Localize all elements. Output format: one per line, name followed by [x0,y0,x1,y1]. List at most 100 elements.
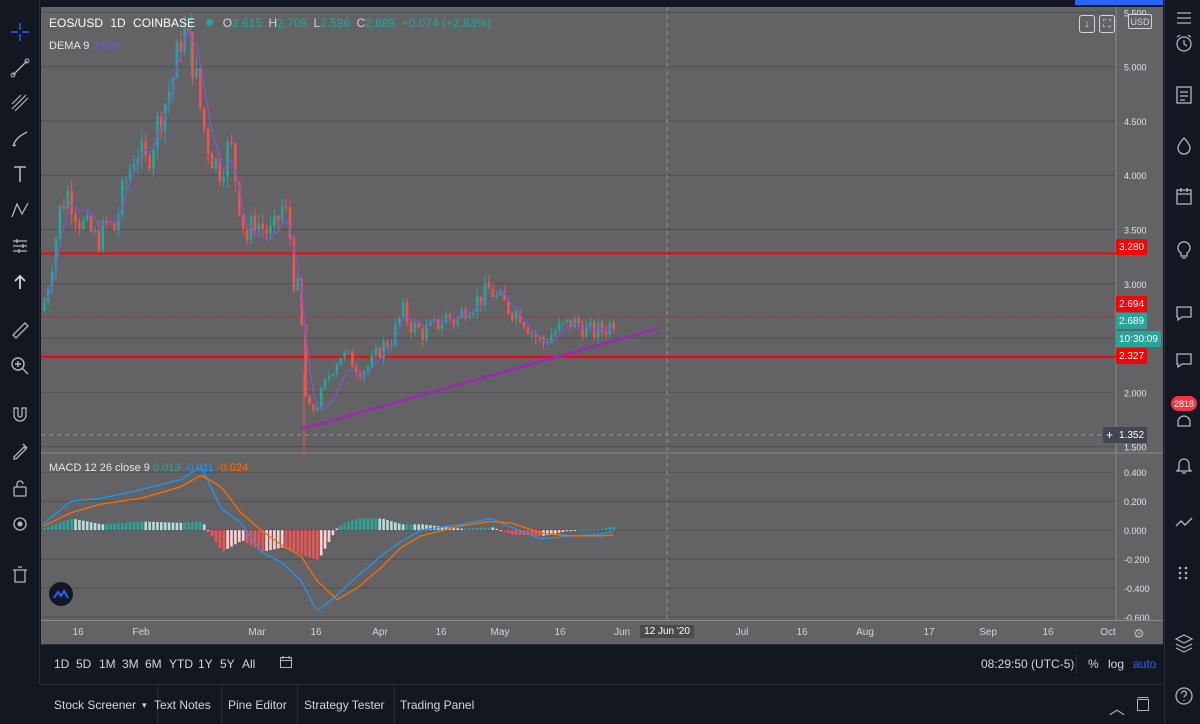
tab-trading-panel[interactable]: Trading Panel [390,685,484,724]
chevron-up-icon[interactable]: ︿ [1109,701,1126,718]
macd-histogram-bar [546,530,549,535]
stay-drawing-icon[interactable] [6,437,34,465]
range-5d[interactable]: 5D [76,657,92,671]
macd-histogram-bar [530,530,534,536]
macd-name[interactable]: MACD [49,462,82,474]
chats-icon[interactable] [1171,300,1197,326]
range-5y[interactable]: 5Y [220,657,235,671]
candle-body [74,213,77,223]
prediction-tool-icon[interactable] [6,232,34,260]
range-1d[interactable]: 1D [54,657,70,671]
text-tool-icon[interactable] [6,160,34,188]
dema-name[interactable]: DEMA [49,40,81,52]
candle-body [511,313,514,320]
maximize-icon[interactable]: ⛶ [1099,15,1115,33]
candle-body [518,311,522,323]
ruler-icon[interactable] [6,316,34,344]
tab-text-notes[interactable]: Text Notes [144,685,222,724]
zoom-icon[interactable] [6,352,34,380]
range-1y[interactable]: 1Y [198,657,213,671]
macd-histogram-bar [394,522,397,531]
time-axis[interactable]: 16 Feb Mar 16 Apr 16 May 16 Jun 12 Jun '… [41,620,1163,644]
calendar-events-icon[interactable] [1171,183,1197,209]
macd-histogram-bar [608,527,612,531]
macd-tick-label: -0.600 [1124,613,1150,620]
alarm-clock-icon[interactable] [1171,30,1197,56]
brush-tool-icon[interactable] [6,125,34,153]
range-all[interactable]: All [242,657,256,671]
notification-count-badge[interactable]: 2818 [1171,396,1197,411]
symbol-name[interactable]: EOS/USD [49,16,104,30]
bell-icon[interactable] [1171,452,1197,478]
tab-pine-editor[interactable]: Pine Editor [218,685,298,724]
interval-label[interactable]: 1D [110,16,126,30]
tradingview-logo[interactable] [49,582,73,606]
price-tick-label: 4.000 [1124,171,1147,181]
percent-toggle[interactable]: % [1088,657,1099,671]
trendline-tool-icon[interactable] [6,54,34,82]
candle-body [85,215,89,220]
price-tick-label: 5.500 [1124,8,1147,18]
macd-histogram-bar [514,530,518,535]
range-1m[interactable]: 1M [99,657,116,671]
candle-body [522,322,526,328]
publish-button-edge[interactable] [1075,0,1163,5]
candle-body [362,371,366,379]
arrow-down-icon[interactable]: ↓ [1079,15,1095,33]
lock-icon[interactable] [6,474,34,502]
macd-histogram-bar [553,530,557,534]
range-6m[interactable]: 6M [145,657,162,671]
macd-histogram-bar [304,530,307,556]
crosshair-icon[interactable] [6,18,34,46]
macd-histogram-bar [140,521,144,531]
maximize-panel-icon[interactable] [1136,696,1150,717]
candle-body [409,322,413,333]
candle-body [241,214,245,230]
price-chart[interactable]: 5.5005.0004.5004.0003.5003.0002.5002.000… [41,7,1163,620]
range-3m[interactable]: 3M [122,657,139,671]
tab-strategy-tester[interactable]: Strategy Tester [294,685,396,724]
hotlist-icon[interactable] [1171,133,1197,159]
clock-timezone[interactable]: 08:29:50 (UTC-5) [981,657,1075,671]
macd-line [42,467,614,611]
low-value: 2.596 [320,16,351,30]
tab-label: Strategy Tester [304,698,385,712]
macd-histogram-bar [499,530,502,532]
calendar-icon[interactable] [279,655,293,672]
macd-histogram-bar [397,523,401,531]
macd-histogram-bar [74,519,77,531]
dema-legend[interactable]: DEMA 9 2.666 [49,40,120,52]
data-window-icon[interactable] [1171,82,1197,108]
currency-badge[interactable]: USD [1128,14,1152,29]
macd-histogram-bar [241,530,245,541]
fib-tool-icon[interactable] [6,89,34,117]
eye-icon[interactable] [6,510,34,538]
help-icon[interactable] [1171,683,1197,709]
auto-toggle[interactable]: auto [1133,657,1157,671]
pattern-tool-icon[interactable] [6,196,34,224]
pulse-chart-icon[interactable] [1171,510,1197,536]
symbol-legend[interactable]: EOS/USD 1D COINBASE O2.615 H2.709 L2.596… [49,16,491,30]
candle-body [370,355,374,367]
messages-icon[interactable] [1171,347,1197,373]
watchlist-icon[interactable] [1171,5,1197,31]
layers-icon[interactable] [1171,630,1197,656]
macd-legend[interactable]: MACD 12 26 close 9 0.013 -0.011 -0.024 [49,462,248,474]
ideas-lightbulb-icon[interactable] [1171,236,1197,262]
arrow-up-icon[interactable] [6,268,34,296]
chart-pane[interactable]: 5.5005.0004.5004.0003.5003.0002.5002.000… [41,7,1163,644]
candle-body [499,291,502,295]
trash-icon[interactable] [6,560,34,588]
settings-gear-icon[interactable]: ⚙ [1133,626,1145,641]
notifications-icon[interactable] [1171,409,1197,435]
tab-stock-screener[interactable]: Stock Screener ▾ [44,685,158,724]
log-toggle[interactable]: log [1108,657,1125,671]
lower-line-price-tag: 2.327 [1116,348,1148,364]
magnet-icon[interactable] [6,400,34,428]
crosshair-plus-icon[interactable]: + [1106,428,1114,442]
macd-histogram-bar [66,520,69,531]
candle-body [296,278,300,291]
range-ytd[interactable]: YTD [169,657,193,671]
dots-grid-icon[interactable] [1171,560,1197,586]
grid-lines [41,7,1163,620]
